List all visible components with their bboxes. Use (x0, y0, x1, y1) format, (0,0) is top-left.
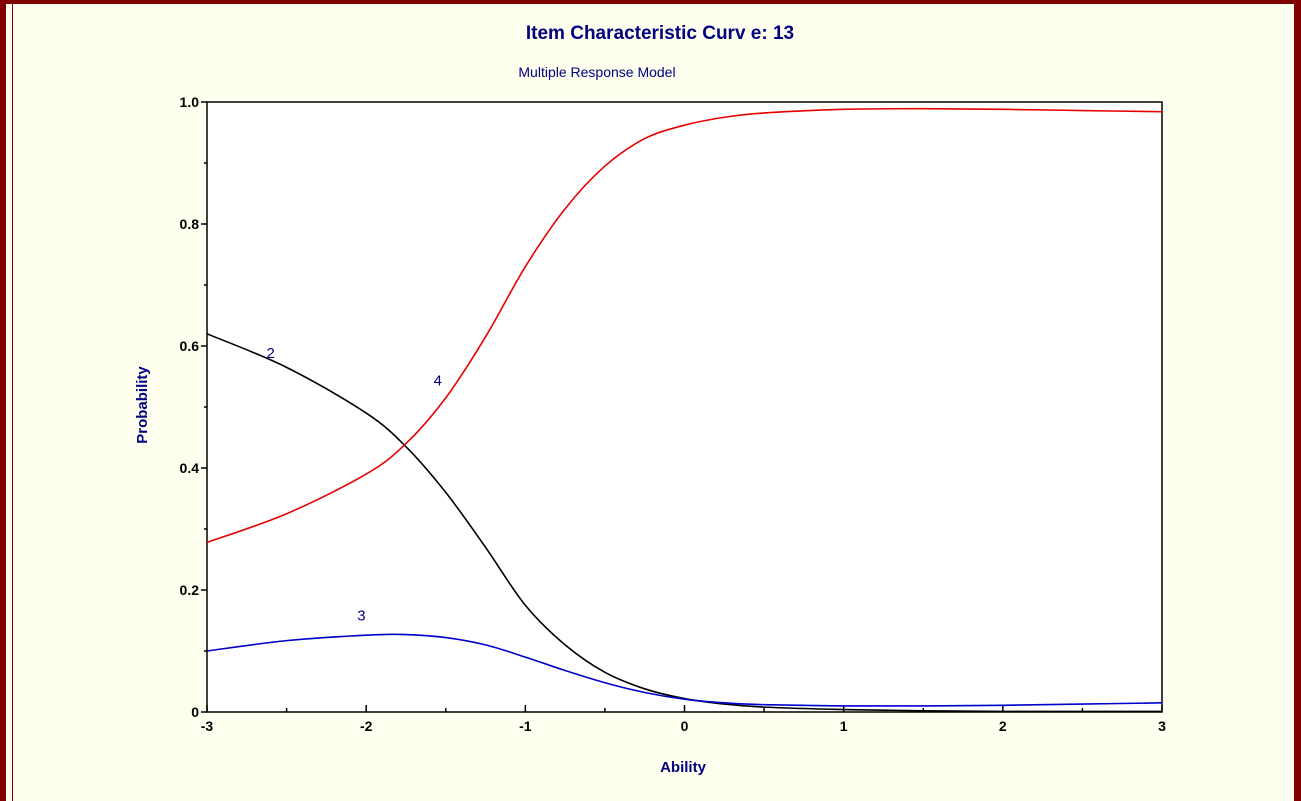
series-line-3 (206, 633, 1163, 707)
x-tick-label: 0 (681, 718, 689, 734)
series-label-3: 3 (357, 608, 365, 625)
y-tick-label: 0 (191, 704, 199, 720)
y-tick-label: 0.6 (180, 338, 200, 354)
frame-inner-line (12, 0, 13, 801)
chart-title: Item Characteristic Curv e: 13 (526, 23, 794, 44)
y-tick-label: 0.4 (180, 460, 200, 476)
series-label-4: 4 (434, 373, 442, 390)
x-tick-label: -3 (201, 718, 214, 734)
x-tick-label: -1 (519, 718, 532, 734)
plot-frame (206, 101, 1163, 713)
series-line-4 (206, 107, 1163, 544)
chart-subtitle: Multiple Response Model (518, 64, 675, 80)
curve-labels: 2 3 4 (266, 345, 441, 624)
x-tick-label: -2 (360, 718, 373, 734)
series-label-2: 2 (266, 345, 274, 362)
y-tick-label: 1.0 (180, 94, 200, 110)
x-tick-labels: -3 -2 -1 0 1 2 3 (201, 718, 1166, 734)
y-axis-label: Probability (134, 366, 151, 444)
x-tick-label: 1 (840, 718, 848, 734)
y-tick-label: 0.8 (180, 216, 200, 232)
x-tick-label: 3 (1158, 718, 1166, 734)
series-line-2 (206, 333, 1162, 713)
plot-area: 2 3 4 (201, 101, 1163, 713)
y-tick-labels: 0 0.2 0.4 0.6 0.8 1.0 (180, 94, 200, 720)
x-tick-label: 2 (999, 718, 1007, 734)
y-tick-label: 0.2 (180, 582, 200, 598)
x-axis-label: Ability (660, 759, 706, 776)
curves (206, 107, 1163, 713)
